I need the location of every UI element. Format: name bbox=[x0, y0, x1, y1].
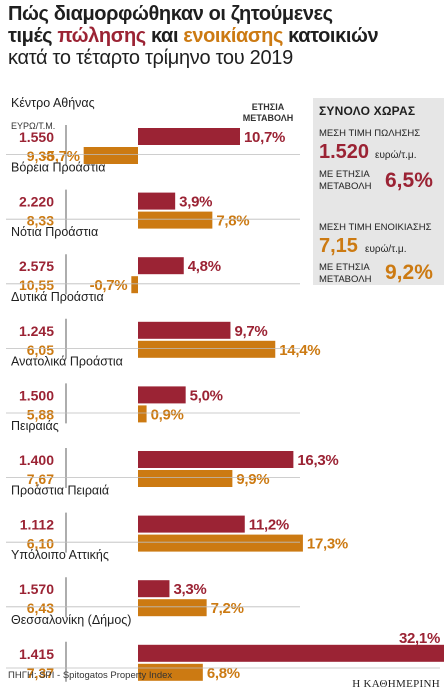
sale-change-label: 5,0% bbox=[190, 387, 223, 404]
rent-change-label: 6,8% bbox=[207, 665, 240, 682]
category-label: Υπόλοιπο Αττικής bbox=[11, 548, 109, 562]
rent-change-bar bbox=[138, 211, 213, 229]
category-label: Ανατολικά Προάστια bbox=[11, 354, 123, 368]
category-label: Νότια Προάστια bbox=[11, 225, 98, 239]
rent-price-value: 6,43 bbox=[27, 600, 54, 616]
category-label: Δυτικά Προάστια bbox=[11, 290, 104, 304]
summary-rent-change: 9,2% bbox=[385, 261, 433, 284]
sale-price-value: 1.400 bbox=[19, 452, 54, 468]
sale-change-label: 4,8% bbox=[188, 258, 221, 275]
source-note: ΠΗΓΗ: SPI - Spitogatos Property Index bbox=[8, 670, 173, 681]
sale-change-bar bbox=[138, 321, 231, 339]
rent-price-value: 6,05 bbox=[27, 342, 54, 358]
title-line-2-pre: τιμές bbox=[8, 25, 58, 47]
summary-rent-change-label-1: ΜΕ ΕΤΗΣΙΑ bbox=[319, 262, 370, 273]
title-line-3: κατά το τέταρτο τρίμηνο του 2019 bbox=[8, 47, 293, 69]
title-line-2-mid: και bbox=[145, 25, 184, 47]
sale-price-value: 1.245 bbox=[19, 323, 54, 339]
sale-change-label: 11,2% bbox=[249, 517, 289, 534]
summary-rent-unit: ευρώ/τ.μ. bbox=[365, 244, 407, 255]
summary-sale-unit: ευρώ/τ.μ. bbox=[375, 150, 417, 161]
category-label: Προάστια Πειραιά bbox=[11, 484, 109, 498]
rent-change-bar bbox=[138, 405, 147, 423]
sale-change-label: 3,9% bbox=[179, 194, 212, 211]
title-sale-word: πώλησης bbox=[57, 25, 146, 47]
sale-change-label: 16,3% bbox=[297, 452, 338, 469]
rent-price-value: 9,38 bbox=[27, 148, 54, 164]
summary-sale-change-label-1: ΜΕ ΕΤΗΣΙΑ bbox=[319, 169, 370, 180]
country-summary-panel: ΣΥΝΟΛΟ ΧΩΡΑΣ ΜΕΣΗ ΤΙΜΗ ΠΩΛΗΣΗΣ 1.520 ευρ… bbox=[313, 98, 444, 285]
rent-change-label: 7,2% bbox=[211, 600, 244, 617]
summary-sale-change: 6,5% bbox=[385, 169, 433, 192]
summary-heading: ΣΥΝΟΛΟ ΧΩΡΑΣ bbox=[319, 104, 416, 118]
annual-change-label-1: ΕΤΗΣΙΑ bbox=[252, 102, 285, 112]
sale-change-bar bbox=[138, 128, 240, 145]
rent-change-bar bbox=[138, 599, 207, 617]
publisher-logo: Η ΚΑΘΗΜΕΡΙΝΗ bbox=[352, 678, 440, 690]
rent-change-label: -5,7% bbox=[42, 148, 80, 165]
sale-price-value: 1.550 bbox=[19, 129, 54, 145]
rent-change-label: 17,3% bbox=[307, 536, 348, 553]
rent-change-label: -0,7% bbox=[90, 277, 128, 294]
category-label: Βόρεια Προάστια bbox=[11, 161, 105, 175]
rent-change-bar bbox=[138, 534, 303, 552]
rent-change-bar bbox=[138, 470, 233, 487]
category-label: Πειραιάς bbox=[11, 419, 59, 433]
rent-change-label: 0,9% bbox=[151, 406, 184, 423]
rent-change-label: 14,4% bbox=[279, 342, 320, 359]
title-line-1: Πώς διαμορφώθηκαν οι ζητούμενες bbox=[8, 3, 333, 25]
annual-change-label-2: ΜΕΤΑΒΟΛΗ bbox=[243, 113, 294, 123]
rent-price-value: 7,67 bbox=[27, 471, 54, 487]
sale-change-label: 32,1% bbox=[399, 630, 440, 647]
rent-change-bar bbox=[138, 340, 276, 358]
category-label: Κέντρο Αθήνας bbox=[11, 96, 95, 110]
summary-rent-label: ΜΕΣΗ ΤΙΜΗ ΕΝΟΙΚΙΑΣΗΣ bbox=[319, 222, 432, 233]
sale-price-value: 1.415 bbox=[19, 646, 54, 662]
sale-price-value: 2.220 bbox=[19, 194, 54, 210]
sale-price-value: 1.570 bbox=[19, 581, 54, 597]
sale-change-bar bbox=[138, 515, 245, 533]
sale-change-label: 3,3% bbox=[173, 581, 206, 598]
sale-change-bar bbox=[138, 580, 170, 598]
rent-change-bar bbox=[83, 147, 138, 164]
sale-change-label: 10,7% bbox=[244, 129, 285, 146]
sale-change-bar bbox=[138, 257, 184, 275]
rent-change-label: 7,8% bbox=[216, 213, 249, 230]
sale-change-bar bbox=[138, 386, 186, 404]
sale-change-bar bbox=[138, 644, 444, 662]
summary-rent-change-label-2: ΜΕΤΑΒΟΛΗ bbox=[319, 274, 372, 285]
title-line-2: τιμές πώλησης και ενοικίασης κατοικιών bbox=[8, 25, 444, 47]
rent-price-value: 10,55 bbox=[19, 277, 54, 293]
rent-change-label: 9,9% bbox=[236, 471, 269, 488]
sale-change-label: 9,7% bbox=[234, 323, 267, 340]
rent-price-value: 5,88 bbox=[27, 406, 54, 422]
title-line-2-post: κατοικιών bbox=[282, 25, 379, 47]
rent-change-bar bbox=[131, 276, 138, 294]
summary-sale-change-label-2: ΜΕΤΑΒΟΛΗ bbox=[319, 181, 372, 192]
summary-sale-value: 1.520 bbox=[319, 141, 370, 163]
sale-price-value: 1.500 bbox=[19, 387, 54, 403]
sale-price-value: 2.575 bbox=[19, 258, 54, 274]
category-label: Θεσσαλονίκη (Δήμος) bbox=[11, 613, 131, 627]
rent-price-value: 8,33 bbox=[27, 213, 54, 229]
units-label: ΕΥΡΩ/Τ.Μ. bbox=[11, 121, 55, 131]
sale-change-bar bbox=[138, 192, 176, 210]
rent-price-value: 7,37 bbox=[27, 665, 54, 681]
chart-title: Πώς διαμορφώθηκαν οι ζητούμενες τιμές πώ… bbox=[8, 3, 444, 69]
sale-change-bar bbox=[138, 451, 294, 468]
sale-price-value: 1.112 bbox=[20, 517, 54, 533]
rent-price-value: 6,10 bbox=[27, 536, 54, 552]
summary-rent-value: 7,15 bbox=[319, 235, 358, 257]
summary-sale-label: ΜΕΣΗ ΤΙΜΗ ΠΩΛΗΣΗΣ bbox=[319, 128, 421, 139]
title-rent-word: ενοικίασης bbox=[183, 25, 283, 47]
